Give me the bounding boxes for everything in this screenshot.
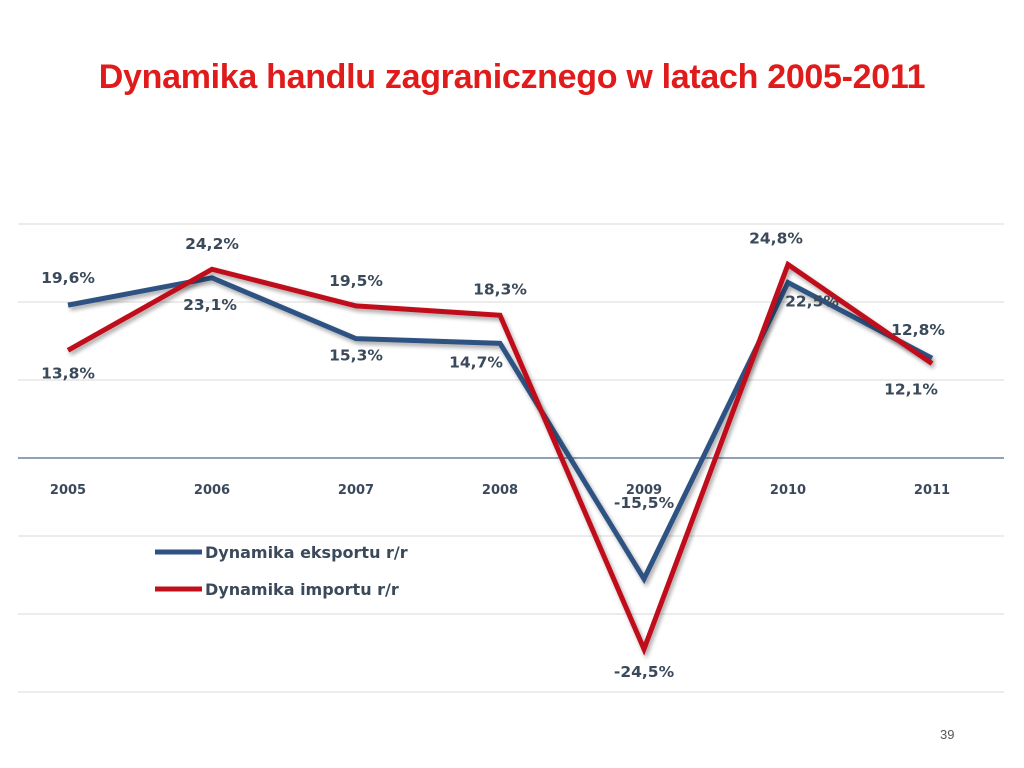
series-lines: [66, 260, 934, 656]
x-tick-label: 2008: [482, 483, 518, 498]
x-tick-label: 2005: [50, 483, 86, 498]
data-label-export: -15,5%: [614, 494, 675, 512]
legend-label: Dynamika eksportu r/r: [205, 543, 408, 562]
x-tick-label: 2007: [338, 483, 374, 498]
x-tick-label: 2006: [194, 483, 230, 498]
x-tick-label: 2009: [626, 483, 662, 498]
data-label-export: 19,6%: [41, 269, 95, 287]
data-label-import: 19,5%: [329, 272, 383, 290]
data-label-import: 24,2%: [185, 235, 239, 253]
data-label-export: 15,3%: [329, 347, 383, 365]
data-label-export: 23,1%: [183, 296, 237, 314]
data-label-import: 13,8%: [41, 364, 95, 382]
data-label-import: 18,3%: [473, 280, 527, 298]
x-tick-label: 2011: [914, 483, 950, 498]
slide-title: Dynamika handlu zagranicznego w latach 2…: [98, 58, 926, 96]
data-label-export: 12,8%: [891, 321, 945, 339]
data-label-import: -24,5%: [614, 663, 675, 681]
data-label-import: 24,8%: [749, 230, 803, 248]
data-label-export: 22,5%: [785, 293, 839, 311]
page-number: 39: [940, 727, 955, 742]
legend: Dynamika eksportu r/r Dynamika importu r/…: [155, 543, 408, 599]
x-tick-label: 2010: [770, 483, 806, 498]
series-line-import: [66, 260, 934, 656]
legend-label: Dynamika importu r/r: [205, 580, 399, 599]
x-tick-labels: 2005 2006 2007 2008 2009 2010 2011: [50, 483, 950, 498]
data-labels: 19,6% 23,1% 15,3% 14,7% -15,5% 22,5% 12,8% 13,8…: [41, 230, 945, 682]
grid-lines: [18, 223, 1004, 693]
series-line-export: [67, 275, 934, 585]
data-label-export: 14,7%: [449, 353, 503, 371]
data-label-import: 12,1%: [884, 381, 938, 399]
